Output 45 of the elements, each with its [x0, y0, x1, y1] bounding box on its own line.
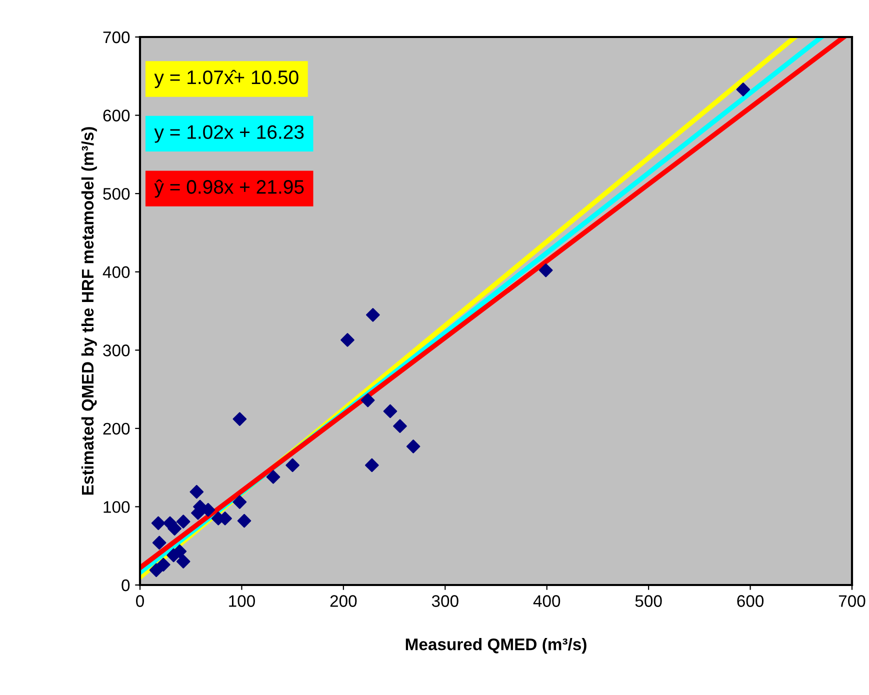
y-tick-label: 600	[103, 110, 130, 122]
point	[190, 484, 204, 499]
y-tick-label: 300	[103, 344, 130, 356]
point	[149, 563, 164, 578]
y-tick-label: 500	[103, 188, 130, 200]
point	[360, 393, 375, 408]
point	[237, 514, 252, 528]
x-tick-label: 600	[737, 595, 764, 607]
point	[266, 470, 280, 484]
text: y = 1.02x + 16.23	[154, 125, 304, 143]
point	[286, 458, 300, 472]
x-tick-label: 300	[432, 595, 458, 607]
y-tick-label: 0	[122, 579, 130, 592]
point	[406, 440, 420, 454]
text: ŷ = 0.98x + 21.95	[154, 179, 304, 198]
point	[232, 495, 247, 509]
point	[152, 536, 166, 550]
y-axis-title: Estimated QMED by the HRF metamodel (m³/s)	[81, 127, 97, 495]
x-tick-label: 0	[136, 595, 144, 607]
x-axis-title: Measured QMED (m³/s)	[406, 638, 586, 654]
point	[366, 308, 380, 322]
y-tick-label: 200	[103, 422, 130, 435]
point	[383, 404, 398, 418]
point	[232, 412, 247, 426]
y-tick-label: 400	[102, 266, 130, 278]
point	[176, 514, 190, 528]
point	[340, 333, 354, 347]
point	[168, 522, 182, 536]
x-tick-label: 400	[533, 595, 560, 607]
point	[151, 516, 166, 530]
point	[365, 458, 379, 472]
point	[393, 419, 407, 433]
y-tick-label: 700	[103, 31, 130, 44]
point	[538, 263, 553, 278]
x-tick-label: 500	[635, 595, 662, 607]
y-tick-label: 100	[104, 501, 130, 513]
point	[172, 544, 187, 558]
x-tick-label: 700	[838, 595, 866, 607]
point	[176, 554, 190, 568]
x-tick-label: 100	[229, 595, 255, 607]
point	[201, 502, 216, 517]
point	[156, 558, 170, 572]
x-tick-label: 200	[330, 595, 357, 607]
text: y = 1.07x̂+ 10.50	[154, 70, 298, 88]
point	[736, 82, 750, 96]
